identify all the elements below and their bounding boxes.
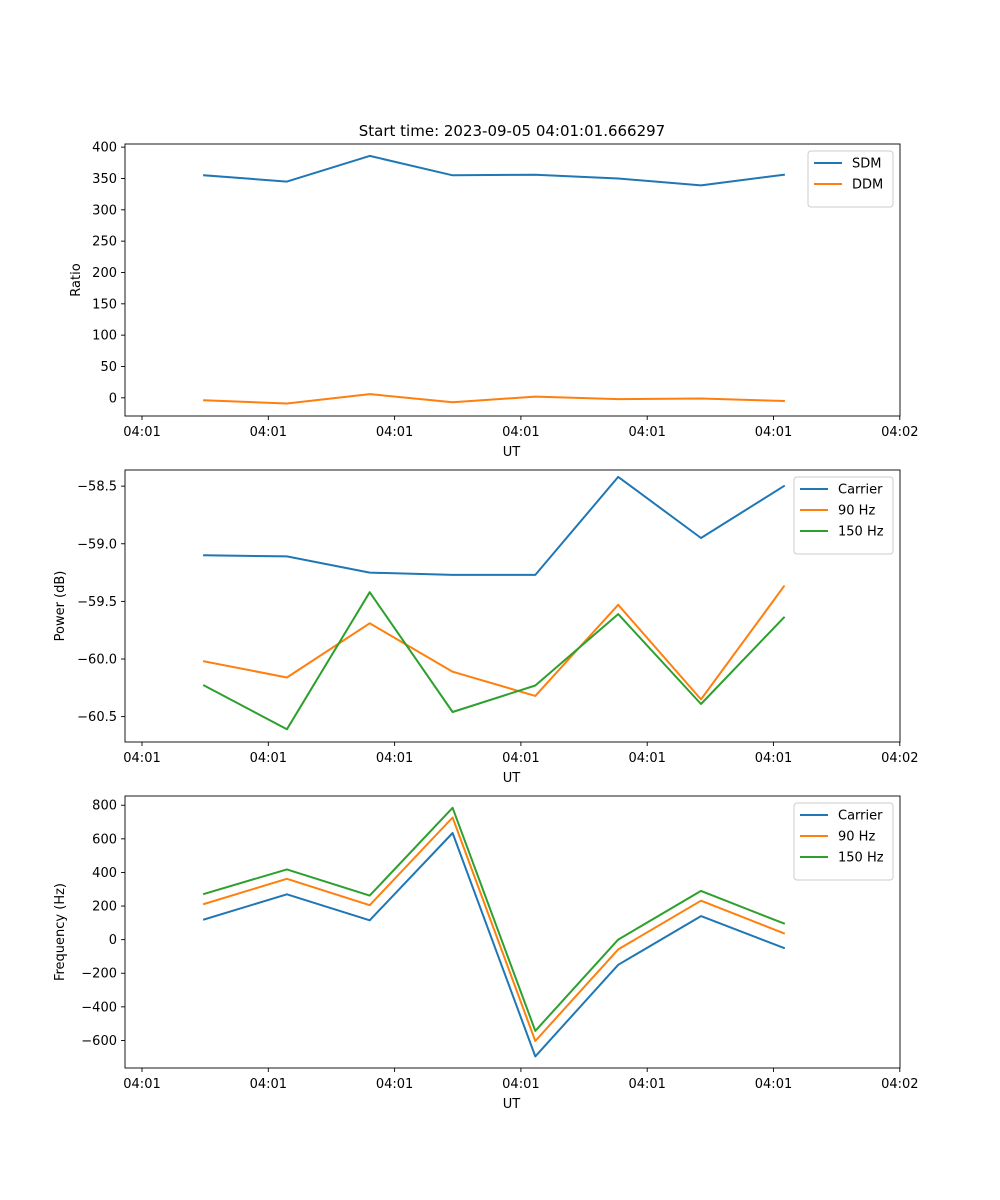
x-tick-label: 04:01	[755, 1077, 792, 1092]
legend-label: 90 Hz	[838, 830, 875, 845]
y-tick-label: 350	[92, 172, 117, 187]
y-tick-label: −200	[81, 967, 117, 982]
x-tick-label: 04:01	[755, 751, 792, 766]
y-tick-label: −59.0	[77, 537, 117, 552]
legend-label: Carrier	[838, 809, 883, 824]
y-tick-label: −60.0	[77, 653, 117, 668]
legend-box	[793, 476, 894, 555]
x-tick-label: 04:01	[123, 425, 160, 440]
x-tick-label: 04:01	[123, 1077, 160, 1092]
x-axis-label: UT	[503, 771, 521, 786]
chart-panel-2: −60.5 −60.0 −59.5 −59.0 −58.5 04:01 04:01 04:01…	[53, 469, 919, 786]
axes-frame	[124, 795, 901, 1069]
x-tick-label: 04:01	[628, 751, 665, 766]
y-tick-label: 600	[92, 832, 117, 847]
legend-label: Carrier	[838, 483, 883, 498]
legend-box	[807, 150, 894, 208]
x-tick-label: 04:02	[881, 751, 918, 766]
y-axis-label: Power (dB)	[53, 571, 68, 642]
x-tick-label: 04:01	[376, 1077, 413, 1092]
x-axis-label: UT	[503, 1097, 521, 1112]
chart-panel-3: −600 −400 −200 0 200 400 600 800 04:01 04:01 04:01…	[53, 795, 919, 1112]
series-line-150-hz	[202, 806, 786, 1032]
legend-box	[793, 802, 894, 881]
x-axis-label: UT	[503, 445, 521, 460]
series-line-sdm	[203, 154, 786, 187]
figure-title: Start time: 2023-09-05 04:01:01.666297	[359, 122, 665, 140]
axes-frame	[124, 469, 901, 743]
series-line-carrier	[203, 475, 786, 576]
x-tick-label: 04:01	[376, 425, 413, 440]
legend: Carrier 90 Hz 150 Hz	[793, 476, 894, 555]
x-tick-label: 04:01	[250, 1077, 287, 1092]
x-tick-label: 04:01	[502, 751, 539, 766]
x-tick-label: 04:01	[123, 751, 160, 766]
y-tick-label: 200	[92, 900, 117, 915]
x-tick-label: 04:01	[628, 1077, 665, 1092]
y-tick-label: 100	[92, 329, 117, 344]
y-tick-label: 0	[109, 391, 117, 406]
x-tick-label: 04:01	[250, 751, 287, 766]
legend-label: DDM	[852, 178, 883, 193]
series-line-carrier	[202, 832, 786, 1058]
chart-panel-1: 0 50 100 150 200 250 300 350 400 04:01 04:01 04:01 0…	[69, 141, 919, 460]
y-tick-label: −60.5	[77, 710, 117, 725]
y-tick-label: 0	[109, 933, 117, 948]
series-line-150-hz	[202, 591, 786, 731]
y-tick-label: 300	[92, 203, 117, 218]
series-line-90-hz	[202, 585, 786, 701]
x-tick-label: 04:02	[881, 1077, 918, 1092]
y-tick-label: −400	[81, 1000, 117, 1015]
legend: SDM DDM	[807, 150, 894, 208]
x-tick-label: 04:01	[628, 425, 665, 440]
y-tick-label: −59.5	[77, 595, 117, 610]
y-tick-label: 250	[92, 235, 117, 250]
legend-label: SDM	[852, 157, 881, 172]
y-tick-label: 200	[92, 266, 117, 281]
y-tick-label: 150	[92, 297, 117, 312]
y-axis-label: Frequency (Hz)	[53, 883, 68, 981]
x-tick-label: 04:01	[502, 425, 539, 440]
y-tick-label: 800	[92, 799, 117, 814]
y-tick-label: −600	[81, 1034, 117, 1049]
legend-label: 150 Hz	[838, 851, 884, 866]
series-line-90-hz	[202, 816, 786, 1042]
y-tick-label: 400	[92, 866, 117, 881]
x-tick-label: 04:01	[250, 425, 287, 440]
x-tick-label: 04:01	[755, 425, 792, 440]
legend-label: 90 Hz	[838, 504, 875, 519]
x-tick-label: 04:02	[881, 425, 918, 440]
legend-label: 150 Hz	[838, 525, 884, 540]
y-axis-label: Ratio	[69, 263, 84, 296]
y-tick-label: 400	[92, 141, 117, 156]
y-tick-label: −58.5	[77, 480, 117, 495]
x-tick-label: 04:01	[502, 1077, 539, 1092]
x-tick-label: 04:01	[376, 751, 413, 766]
legend: Carrier 90 Hz 150 Hz	[793, 802, 894, 881]
y-tick-label: 50	[100, 360, 117, 375]
series-line-ddm	[203, 393, 785, 405]
axes-frame	[124, 143, 901, 417]
